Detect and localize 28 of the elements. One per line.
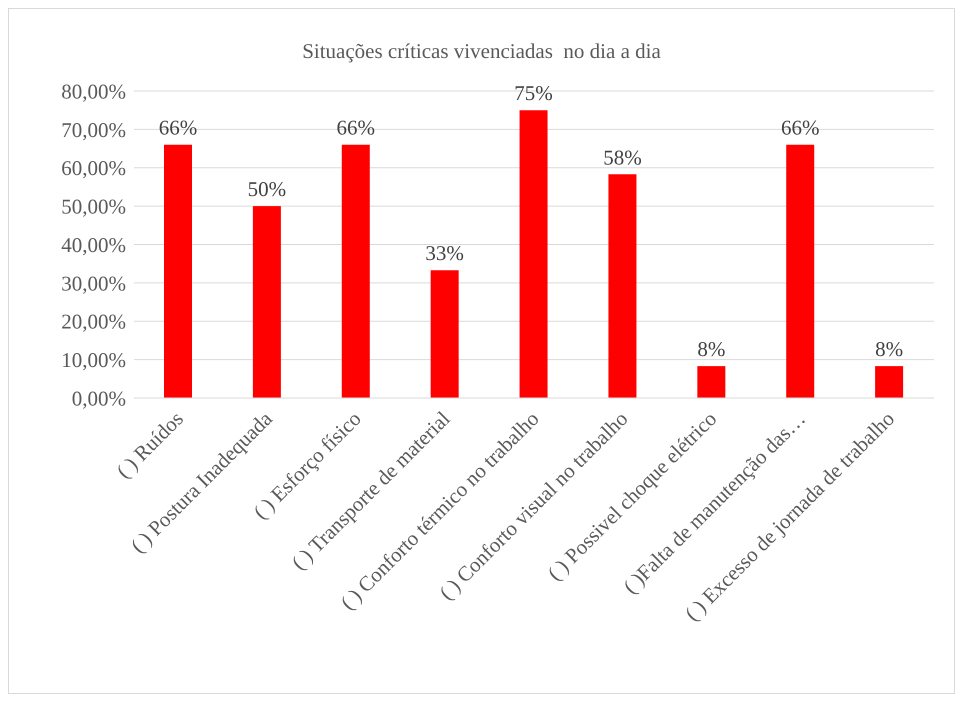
bar — [520, 110, 548, 398]
y-tick-label: 30,00% — [61, 271, 126, 296]
bar — [252, 206, 281, 398]
y-tick-label: 80,00% — [61, 79, 126, 104]
y-tick-label: 60,00% — [61, 156, 126, 180]
chart-title: Situações críticas vivenciadas no dia a dia — [301, 39, 662, 64]
data-label: 8% — [875, 337, 904, 362]
y-tick-label: 70,00% — [61, 118, 126, 142]
bar — [697, 366, 726, 398]
y-tick-label: 40,00% — [61, 232, 126, 257]
y-tick-label: 20,00% — [61, 310, 126, 334]
bar — [164, 144, 192, 398]
data-label: 58% — [603, 145, 642, 170]
bar — [430, 270, 459, 398]
bar — [608, 174, 636, 398]
bar — [875, 366, 904, 398]
data-label: 66% — [780, 116, 820, 140]
y-tick-label: 50,00% — [61, 194, 126, 219]
data-label: 66% — [158, 116, 198, 140]
data-label: 8% — [697, 337, 726, 362]
y-tick-label: 10,00% — [61, 348, 126, 372]
data-label: 50% — [248, 177, 286, 202]
bar — [786, 144, 814, 398]
data-label: 33% — [425, 241, 464, 266]
y-tick-label: 0,00% — [72, 386, 126, 410]
data-label: 75% — [514, 81, 553, 106]
bar — [342, 144, 370, 398]
data-label: 66% — [336, 116, 376, 140]
